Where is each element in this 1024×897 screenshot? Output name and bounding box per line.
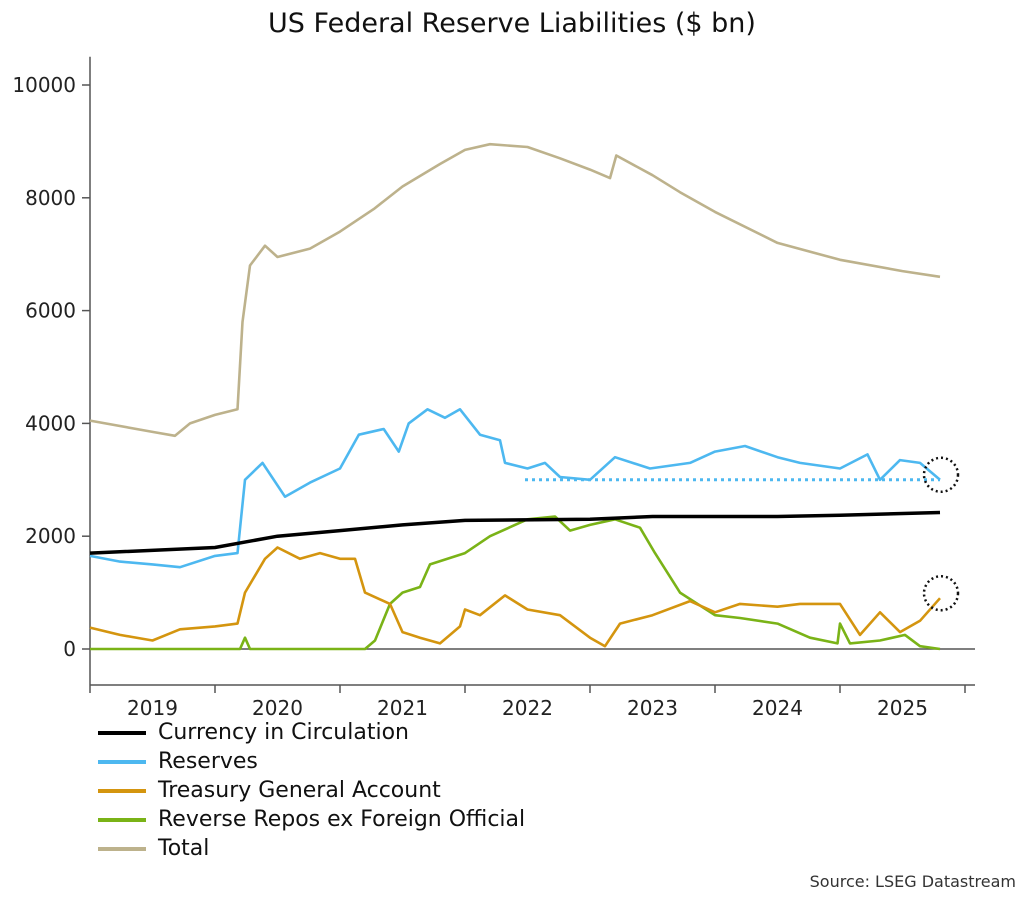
legend-item: Reverse Repos ex Foreign Official [98, 805, 525, 834]
legend-swatch [98, 759, 146, 764]
legend-swatch [98, 788, 146, 793]
x-tick-label: 2023 [627, 696, 678, 720]
series-line-currency-in-circulation [89, 510, 941, 555]
legend-label: Total [158, 836, 210, 861]
source-note: Source: LSEG Datastream [809, 872, 1016, 891]
legend-swatch [98, 730, 146, 735]
x-tick-label: 2020 [252, 696, 303, 720]
x-tick-label: 2019 [127, 696, 178, 720]
legend-swatch [98, 817, 146, 822]
y-tick-label: 6000 [25, 299, 76, 323]
legend-label: Reserves [158, 749, 258, 774]
highlight-circle [922, 574, 960, 612]
highlight-circle [922, 456, 960, 494]
legend-item: Treasury General Account [98, 776, 525, 805]
chart-title: US Federal Reserve Liabilities ($ bn) [268, 8, 756, 39]
legend-item: Reserves [98, 747, 525, 776]
legend-label: Treasury General Account [158, 778, 441, 803]
y-tick-label: 4000 [25, 411, 76, 435]
y-tick-label: 2000 [25, 524, 76, 548]
legend-swatch [98, 846, 146, 851]
y-tick-label: 0 [63, 637, 76, 661]
legend-label: Currency in Circulation [158, 720, 409, 745]
y-tick-label: 8000 [25, 186, 76, 210]
series-line-reverse-repos-ex-foreign-official [90, 515, 941, 651]
x-tick-label: 2021 [377, 696, 428, 720]
legend: Currency in Circulation Reserves Treasury … [98, 718, 525, 863]
chart-plot: 0 2000 4000 6000 8000 10000 2019 2020 2021 2022 20… [12, 56, 975, 720]
x-tick-label: 2022 [502, 696, 553, 720]
series-line-treasury-general-account [89, 546, 941, 648]
legend-label: Reverse Repos ex Foreign Official [158, 807, 526, 832]
x-tick-label: 2025 [877, 696, 928, 720]
x-tick-label: 2024 [752, 696, 803, 720]
legend-item: Currency in Circulation [98, 718, 525, 747]
legend-item: Total [98, 834, 525, 863]
series-line-total [89, 142, 941, 438]
series-line-reserves [89, 408, 941, 569]
y-tick-label: 10000 [12, 73, 76, 97]
